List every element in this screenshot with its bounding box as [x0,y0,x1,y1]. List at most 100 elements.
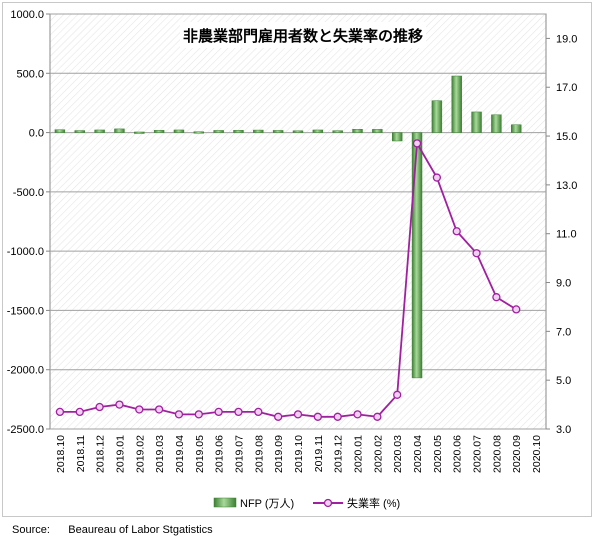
unemployment-point [214,407,223,417]
unemployment-point [333,412,342,421]
x-axis-label: 2020.09 [511,435,523,473]
unemployment-point [194,410,203,419]
chart-title: 非農業部門雇用者数と失業率の推移 [183,27,423,45]
x-axis-label: 2020.08 [491,435,503,473]
unemployment-point [55,407,65,417]
nfp-bar [391,132,403,142]
legend-nfp-label: NFP (万人) [240,497,294,510]
nfp-bar [451,75,462,133]
nfp-bar [411,132,423,379]
nfp-bar [292,130,304,133]
legend-nfp-swatch [213,497,237,508]
x-axis-label: 2020.01 [353,435,365,473]
unemployment-point [472,249,481,258]
x-axis-label: 2020.04 [412,435,424,473]
nfp-bar [114,128,125,133]
left-axis-label: -2500.0 [7,424,44,436]
nfp-bar [491,114,502,133]
x-axis-label: 2019.07 [233,435,245,473]
nfp-bar [352,129,363,133]
right-axis-label: 17.0 [556,82,577,94]
unemployment-point [174,410,184,419]
x-axis-label: 2019.09 [273,435,285,473]
x-axis-label: 2019.04 [174,435,186,473]
nfp-bar [134,131,145,134]
unemployment-point [313,412,322,421]
nfp-bar [431,100,443,133]
x-axis-label: 2019.12 [333,435,345,473]
nfp-bar [94,129,105,133]
left-axis-label: -1000.0 [7,246,44,258]
unemployment-point [274,412,283,421]
x-axis-label: 2019.08 [253,435,265,473]
right-axis-label: 3.0 [556,424,571,436]
nfp-bar [193,131,205,134]
nfp-bar [54,129,66,133]
left-axis-label: 0.0 [29,128,44,140]
nfp-bar [253,129,264,133]
left-axis-label: -500.0 [13,187,44,199]
legend-rate-marker [323,498,333,508]
plot-area [49,13,547,430]
x-axis-label: 2019.06 [214,435,226,473]
nfp-bar [74,130,85,133]
left-axis-label: -2000.0 [7,365,44,377]
nfp-bar [372,129,383,133]
unemployment-point [75,407,84,417]
unemployment-point [373,412,382,421]
nfp-bar [153,130,165,133]
right-axis-label: 15.0 [556,131,577,143]
legend: NFP (万人) 失業率 (%) [213,496,400,510]
nfp-bar [272,130,284,133]
unemployment-point [135,405,144,414]
x-axis-label: 2019.11 [313,435,325,472]
nfp-bar [471,111,482,133]
nfp-bar [312,129,324,133]
nfp-bar [213,130,224,133]
x-axis-label: 2019.01 [114,435,126,473]
legend-rate-label: 失業率 (%) [347,496,400,510]
unemployment-point [393,390,402,399]
nfp-bar [332,130,343,133]
source-note: Source: Beaureau of Labor Stgatistics [12,524,213,536]
source-text: Beaureau of Labor Stgatistics [68,524,213,536]
nfp-bar [233,130,244,133]
unemployment-point [254,407,263,417]
right-axis-label: 13.0 [556,180,577,192]
unemployment-point [293,410,303,419]
unemployment-point [432,173,442,182]
x-axis-label: 2020.10 [531,435,543,473]
x-axis-label: 2020.07 [472,435,484,473]
unemployment-point [412,139,422,148]
nfp-bar [511,124,522,133]
left-axis-label: 500.0 [16,68,44,80]
source-label: Source: [12,524,50,536]
x-axis-label: 2018.12 [95,435,107,473]
unemployment-point [154,405,164,414]
unemployment-point [452,227,461,236]
unemployment-point [353,410,362,419]
nfp-bar [173,129,185,133]
x-axis-label: 2019.10 [293,435,305,473]
x-axis-label: 2020.05 [432,435,444,473]
x-axis-label: 2019.03 [154,435,166,473]
right-axis-label: 11.0 [556,229,577,241]
x-axis-label: 2020.03 [392,435,404,473]
left-axis-label: -1500.0 [7,305,44,317]
x-axis-label: 2020.02 [372,435,384,473]
unemployment-point [234,407,243,417]
x-axis-label: 2020.06 [452,435,464,473]
right-axis-label: 19.0 [556,33,577,45]
unemployment-point [95,402,104,412]
x-axis-label: 2018.11 [75,435,87,472]
unemployment-point [512,305,521,314]
unemployment-point [492,293,501,302]
x-axis-label: 2019.05 [194,435,206,473]
right-axis-label: 5.0 [556,375,571,387]
left-axis-label: 1000.0 [10,9,44,21]
right-axis-label: 9.0 [556,278,571,290]
x-axis-label: 2019.02 [134,435,146,473]
x-axis-label: 2018.10 [55,435,67,473]
chart-title-box [180,22,426,48]
